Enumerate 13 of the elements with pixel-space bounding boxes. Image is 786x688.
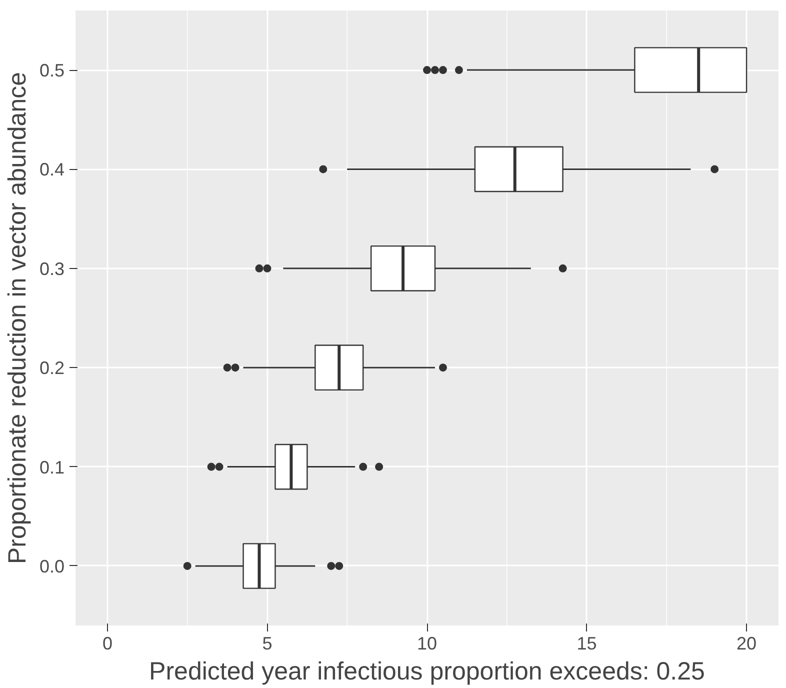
y-tick-label: 0.5	[39, 60, 65, 81]
y-axis-title: Proportionate reduction in vector abundance	[3, 72, 32, 564]
x-tick-label: 15	[576, 634, 597, 654]
x-tick-label: 5	[262, 634, 272, 654]
y-tick-label: 0.1	[39, 457, 65, 478]
y-tick-label: 0.0	[39, 556, 65, 576]
y-tick-label: 0.2	[39, 358, 65, 378]
x-tick-label: 20	[736, 634, 757, 654]
y-tick-label: 0.4	[39, 160, 65, 180]
y-tick-label: 0.3	[39, 258, 65, 279]
x-tick-label: 0	[102, 634, 112, 654]
x-tick-label: 10	[416, 634, 438, 654]
x-axis-title: Predicted year infectious proportion exceeds: 0.25	[149, 658, 705, 686]
